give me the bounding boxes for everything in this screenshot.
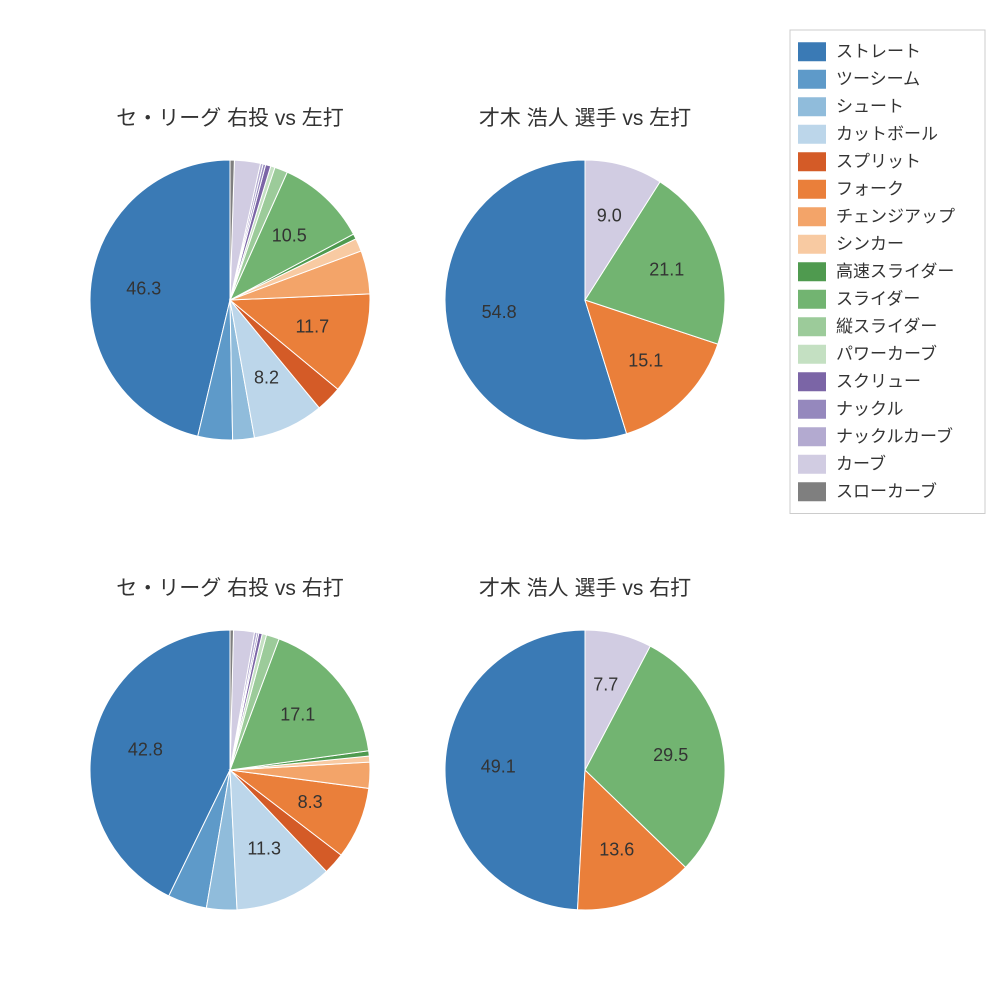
slice-label: 11.7 [295,316,329,336]
legend-swatch [798,70,826,89]
legend-label: シュート [836,97,904,116]
slice-label: 8.3 [298,792,323,812]
legend-swatch [798,125,826,144]
slice-label: 21.1 [649,260,684,280]
legend-swatch [798,180,826,199]
pie-chart: セ・リーグ 右投 vs 左打 46.3 8.2 11.7 10.5 [90,107,370,440]
legend-swatch [798,345,826,364]
legend-label: スクリュー [836,372,921,391]
chart-title: 才木 浩人 選手 vs 左打 [479,107,691,130]
chart-title: セ・リーグ 右投 vs 右打 [116,577,344,600]
legend-label: スローカーブ [836,481,937,501]
legend-swatch [798,262,826,281]
slice-label: 7.7 [593,674,618,694]
legend-swatch [798,290,826,309]
legend-label: ツーシーム [836,70,920,89]
slice-label: 54.8 [482,302,517,322]
slice-label: 13.6 [599,840,634,860]
legend-swatch [798,235,826,254]
legend-label: パワーカーブ [836,344,937,364]
legend-label: スライダー [836,290,920,309]
legend-label: カットボール [836,125,938,144]
legend-swatch [798,372,826,391]
legend-swatch [798,207,826,226]
legend-label: カーブ [836,454,886,474]
legend-label: スプリット [836,152,921,171]
legend-label: フォーク [836,180,904,199]
pie-chart: 才木 浩人 選手 vs 左打 54.8 15.1 21.1 9.0 [445,107,725,440]
slice-label: 29.5 [653,745,688,765]
slice-label: 17.1 [280,704,315,724]
slice-label: 11.3 [247,839,281,859]
legend-label: チェンジアップ [836,207,955,226]
legend-label: ストレート [836,42,921,61]
legend-swatch [798,42,826,61]
slice-label: 46.3 [126,279,161,299]
legend: ストレートツーシームシュートカットボールスプリットフォークチェンジアップシンカー… [790,30,985,514]
legend-swatch [798,400,826,419]
chart-title: セ・リーグ 右投 vs 左打 [116,107,344,130]
legend-swatch [798,455,826,474]
slice-label: 15.1 [628,351,663,371]
legend-label: ナックルカーブ [836,426,953,446]
pie-chart: セ・リーグ 右投 vs 右打 42.8 11.3 8.3 17.1 [90,577,370,910]
legend-swatch [798,427,826,446]
legend-label: 高速スライダー [836,262,954,281]
legend-label: 縦スライダー [836,317,937,336]
legend-swatch [798,317,826,336]
slice-label: 9.0 [597,205,622,225]
slice-label: 10.5 [272,225,307,245]
slice-label: 42.8 [128,739,163,759]
chart-title: 才木 浩人 選手 vs 右打 [479,577,691,600]
slice-label: 8.2 [254,368,279,388]
slice-label: 49.1 [481,756,516,776]
legend-swatch [798,97,826,116]
legend-swatch [798,482,826,501]
legend-swatch [798,152,826,171]
legend-label: シンカー [836,235,904,254]
pie-chart: 才木 浩人 選手 vs 右打 49.1 13.6 29.5 7.7 [445,577,725,910]
legend-label: ナックル [836,400,904,419]
